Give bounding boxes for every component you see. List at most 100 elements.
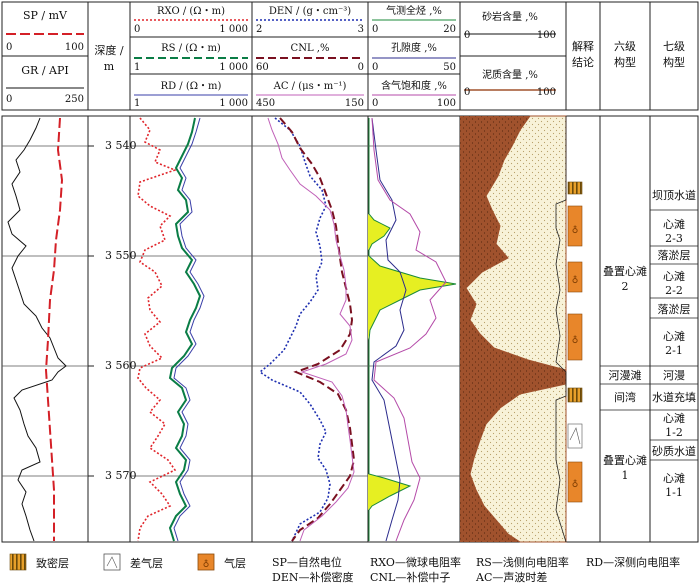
depth-tick-label: 3 550 xyxy=(105,249,137,262)
gas-layer-swatch xyxy=(197,553,215,571)
depth-tick-label: 3 540 xyxy=(105,139,137,152)
gas-layer-marker xyxy=(567,461,583,503)
rxo-min: 0 xyxy=(134,24,140,35)
sand-max: 100 xyxy=(537,30,556,41)
seventh-unit-label: 心滩 xyxy=(663,269,685,283)
legend-gas-label: 气层 xyxy=(224,556,246,570)
legend-abbr: RXO—微球电阻率 xyxy=(370,555,461,569)
mud-max: 100 xyxy=(537,87,556,98)
seventh-unit-label: 落淤层 xyxy=(658,303,691,316)
sp-title: SP / mV xyxy=(23,9,68,22)
sixth-unit-label: 2 xyxy=(622,280,629,293)
seventh-level-architecture: 坝顶水道 心滩 2-3 落淤层 心滩 2-2 落淤层 心滩 2-1 河漫 水道充… xyxy=(650,188,698,499)
resistivity-track xyxy=(137,117,205,542)
ac-max: 150 xyxy=(345,98,364,109)
gas-symbol-icon: ♁ xyxy=(572,335,579,345)
seventh-unit-label: 落淤层 xyxy=(658,249,691,262)
depth-gridlines xyxy=(2,145,460,477)
log-header: SP / mV 0 100 GR / API 0 250 深度 / m RXO … xyxy=(1,1,699,111)
ac-min: 450 xyxy=(256,98,275,109)
legend-poor-label: 差气层 xyxy=(130,556,163,570)
rd-min: 1 xyxy=(134,98,140,109)
gas-layer-marker xyxy=(567,313,583,361)
interp-title-2: 结论 xyxy=(572,55,594,69)
rxo-title: RXO / (Ω・m) xyxy=(157,6,225,17)
poor-gas-legend-icon xyxy=(106,556,118,569)
den-min: 2 xyxy=(256,24,262,35)
sp-min: 0 xyxy=(6,42,12,53)
seventh-unit-label: 水道充填 xyxy=(652,390,696,404)
ac-title: AC / (μs・m⁻¹) xyxy=(273,81,347,92)
rd-max: 1 000 xyxy=(219,98,248,109)
rs-min: 1 xyxy=(134,62,140,73)
depth-tick-label: 3 570 xyxy=(105,469,137,482)
cnl-title: CNL ,% xyxy=(291,43,330,54)
gas-symbol-icon: ♁ xyxy=(572,275,579,285)
tight-layer-swatch xyxy=(9,553,27,571)
gr-max: 250 xyxy=(65,94,84,105)
seventh-unit-label: 心滩 xyxy=(663,329,685,343)
seventh-unit-label: 1-2 xyxy=(665,426,683,439)
gas-layer-marker xyxy=(567,261,583,293)
rs-curve xyxy=(168,117,202,542)
log-body: 3 540 3 550 3 560 3 570 xyxy=(1,115,699,543)
porosity-logs-track xyxy=(258,117,356,542)
mud-title: 泥质含量 ,% xyxy=(482,68,538,81)
seventh-unit-label: 心滩 xyxy=(663,471,685,485)
gas-total-curve xyxy=(368,118,457,541)
sixth-unit-label: 间湾 xyxy=(614,390,636,404)
sand-fill xyxy=(465,115,567,543)
sixth-unit-label: 叠置心滩 xyxy=(603,453,647,467)
seventh-unit-label: 2-1 xyxy=(665,344,683,357)
lithology-track xyxy=(460,115,567,543)
cnl-max: 0 xyxy=(358,62,364,73)
gr-title: GR / API xyxy=(21,64,68,77)
interp-boundary-line xyxy=(555,116,567,543)
sat-max: 100 xyxy=(437,98,456,109)
legend-abbr: AC—声波时差 xyxy=(475,570,547,584)
gr-min: 0 xyxy=(6,94,12,105)
gas-track xyxy=(368,117,457,542)
poor-gas-symbol-icon xyxy=(569,427,581,445)
rs-max: 1 000 xyxy=(219,62,248,73)
depth-title: 深度 / xyxy=(94,43,123,57)
seventh-unit-label: 心滩 xyxy=(663,217,685,231)
depth-unit: m xyxy=(104,60,115,73)
seventh-unit-label: 心滩 xyxy=(663,411,685,425)
seventh-unit-label: 河漫 xyxy=(663,368,685,382)
ac-curve xyxy=(267,117,355,542)
sixth-unit-label: 1 xyxy=(622,469,629,482)
seventh-unit-label: 砂质水道 xyxy=(652,444,696,458)
sp-curve xyxy=(44,117,64,541)
sat-min: 0 xyxy=(372,98,378,109)
legend-abbr: RD—深侧向电阻率 xyxy=(586,555,680,569)
seventh-unit-label: 坝顶水道 xyxy=(652,188,696,202)
sp-max: 100 xyxy=(65,42,84,53)
sat-title: 含气饱和度 ,% xyxy=(381,79,447,92)
seventh-unit-label: 2-3 xyxy=(665,232,683,245)
sand-min: 0 xyxy=(464,30,470,41)
poor-gas-layer-marker xyxy=(567,423,583,449)
den-max: 3 xyxy=(358,24,364,35)
seventh-title-2: 构型 xyxy=(663,55,685,69)
sixth-unit-label: 叠置心滩 xyxy=(603,264,647,278)
tight-layer-marker xyxy=(567,387,583,403)
sand-title: 砂岩含量 ,% xyxy=(482,10,538,23)
gr-curve xyxy=(7,117,67,542)
sixth-title-1: 六级 xyxy=(614,40,636,53)
gas-layer-marker xyxy=(567,205,583,247)
rs-title: RS / (Ω・m) xyxy=(161,43,221,54)
legend-abbr: DEN—补偿密度 xyxy=(272,570,353,584)
gas-symbol-icon: ♁ xyxy=(572,225,579,235)
legend: 致密层 差气层 ♁ 气层 SP—自然电位 RXO—微球电阻率 RS—浅侧向电阻率… xyxy=(9,553,680,584)
rd-title: RD / (Ω・m) xyxy=(161,81,222,92)
gas-min: 0 xyxy=(372,24,378,35)
legend-abbr: SP—自然电位 xyxy=(272,555,342,569)
por-title: 孔隙度 ,% xyxy=(391,41,437,54)
legend-abbr: RS—浅侧向电阻率 xyxy=(476,555,569,569)
depth-tick-label: 3 560 xyxy=(105,359,137,372)
seventh-title-1: 七级 xyxy=(663,40,685,53)
mud-min: 0 xyxy=(464,87,470,98)
den-title: DEN / (g・cm⁻³) xyxy=(269,6,351,17)
rxo-max: 1 000 xyxy=(219,24,248,35)
